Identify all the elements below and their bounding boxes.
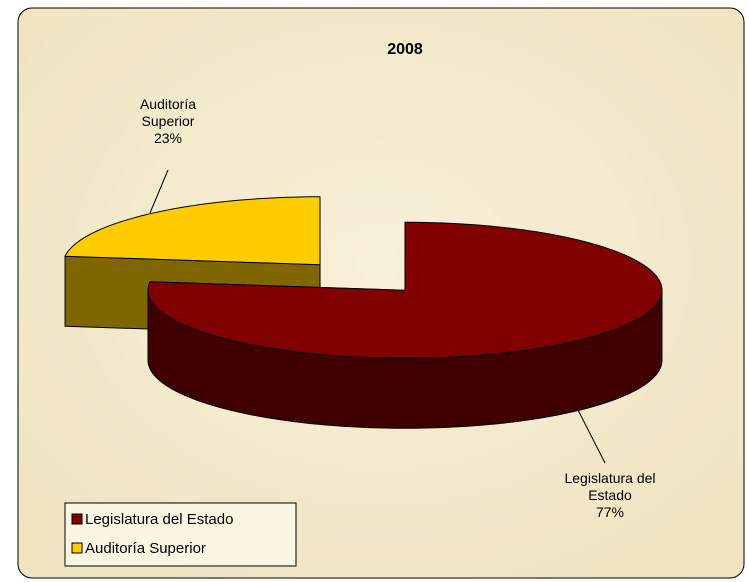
data-label-value: 23%: [153, 130, 183, 146]
leader-line: [149, 169, 169, 214]
legend-swatch: [71, 513, 83, 525]
data-label-value: 77%: [595, 504, 625, 520]
data-label-name: Legislatura del Estado: [564, 470, 656, 503]
pie-slice: [147, 221, 663, 359]
legend-box: [64, 502, 297, 567]
chart-title: 2008: [387, 41, 423, 58]
legend-label: Auditoría Superior: [85, 540, 206, 557]
pie-slice: [64, 196, 321, 266]
data-label: Auditoría Superior 23%: [123, 96, 213, 147]
data-label: Legislatura del Estado 77%: [545, 470, 675, 521]
legend-swatch: [71, 542, 83, 554]
data-label-name: Auditoría Superior: [139, 96, 197, 129]
leader-line: [577, 409, 606, 464]
legend-label: Legislatura del Estado: [85, 511, 233, 528]
